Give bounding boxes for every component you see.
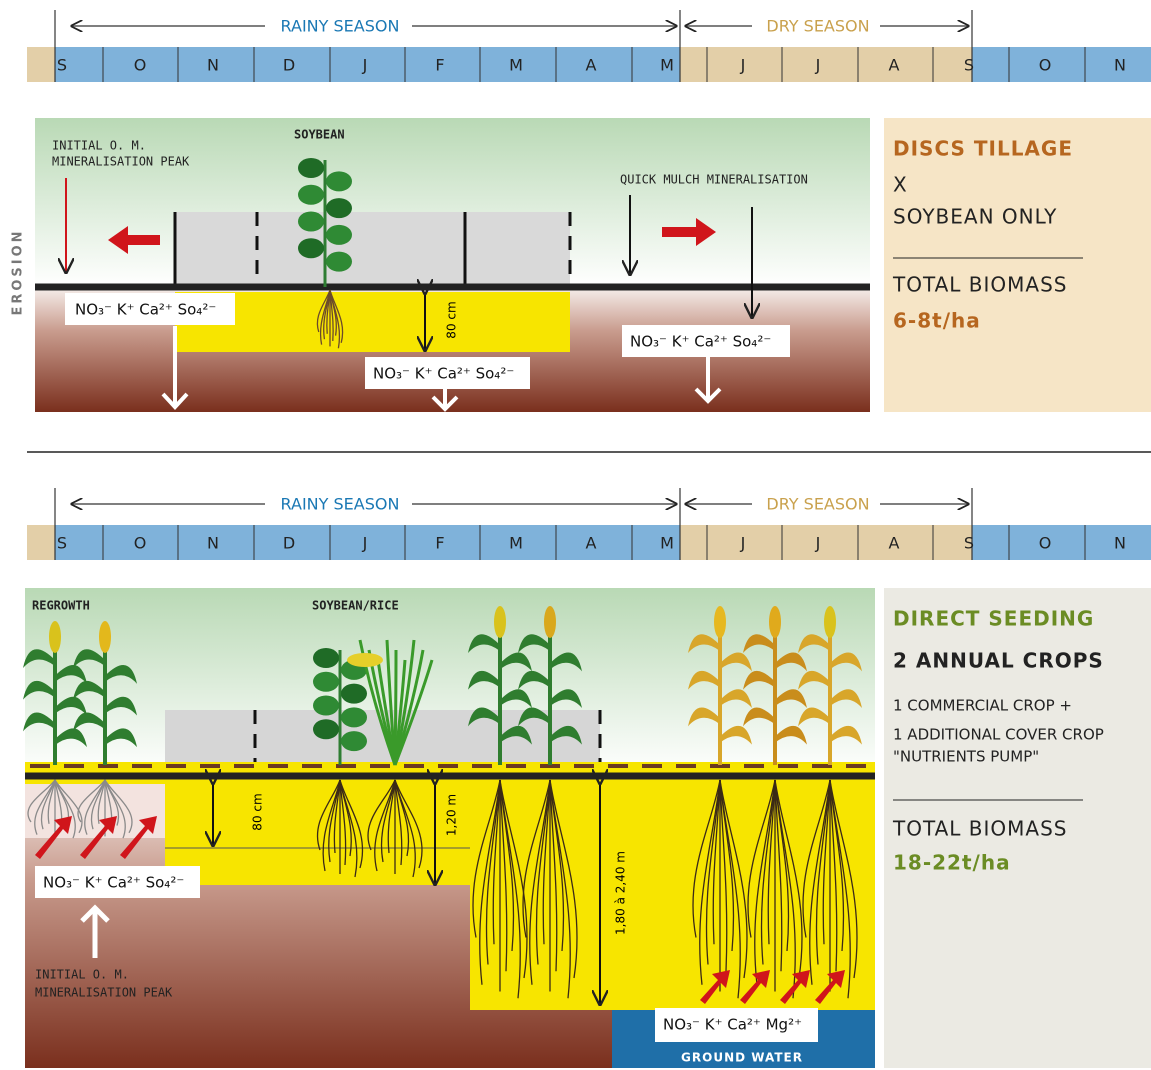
side-line: SOYBEAN ONLY <box>893 205 1057 229</box>
leaf <box>341 684 367 704</box>
ear <box>769 606 781 638</box>
month-label: A <box>586 534 597 553</box>
month-label: J <box>362 56 368 75</box>
nutrients: NO₃⁻ K⁺ Ca²⁺ So₄²⁻ <box>373 365 514 383</box>
leaf <box>341 731 367 751</box>
month-label: A <box>586 56 597 75</box>
leaf <box>326 252 352 272</box>
month-label: D <box>283 56 295 75</box>
month-bar <box>27 47 55 82</box>
season-label: RAINY SEASON <box>281 495 400 514</box>
nutrients: NO₃⁻ K⁺ Ca²⁺ So₄²⁻ <box>75 301 216 319</box>
side-subtitle: 2 ANNUAL CROPS <box>893 649 1104 673</box>
ear <box>824 606 836 638</box>
ear <box>49 621 61 653</box>
regrowth-label: REGROWTH <box>32 599 90 613</box>
crop-label: SOYBEAN/RICE <box>312 599 399 613</box>
ground-water-label: GROUND WATER <box>681 1051 803 1065</box>
month-bar <box>680 525 972 560</box>
leaf <box>298 212 324 232</box>
side-box <box>884 118 1151 412</box>
month-label: S <box>964 56 974 75</box>
biomass-value: 6-8t/ha <box>893 309 981 333</box>
month-label: J <box>815 56 821 75</box>
month-label: N <box>207 534 219 553</box>
month-bar <box>680 47 972 82</box>
leaf <box>313 672 339 692</box>
leaf <box>298 185 324 205</box>
depth-label: 1,80 à 2,40 m <box>614 851 628 935</box>
biomass-label: TOTAL BIOMASS <box>892 273 1068 297</box>
side-line: "NUTRIENTS PUMP" <box>893 748 1039 766</box>
side-line: 1 ADDITIONAL COVER CROP <box>893 726 1104 744</box>
month-label: N <box>207 56 219 75</box>
leaf <box>298 238 324 258</box>
depth-label: 80 cm <box>445 301 459 338</box>
month-label: J <box>815 534 821 553</box>
mulch-box <box>175 212 570 287</box>
month-label: A <box>889 56 900 75</box>
ear <box>714 606 726 638</box>
month-label: M <box>660 56 674 75</box>
month-label: F <box>435 56 444 75</box>
leaf <box>313 648 339 668</box>
month-label: A <box>889 534 900 553</box>
rice-panicle <box>347 653 383 667</box>
depth-label: 1,20 m <box>445 794 459 836</box>
leaf <box>326 171 352 191</box>
month-label: O <box>1039 534 1052 553</box>
month-label: S <box>57 56 67 75</box>
crop-label: SOYBEAN <box>294 128 345 142</box>
leaf <box>326 198 352 218</box>
peak-label: INITIAL O. M. <box>35 968 129 982</box>
month-label: M <box>509 534 523 553</box>
month-label: O <box>1039 56 1052 75</box>
side-line: X <box>893 173 908 197</box>
leaf <box>326 225 352 245</box>
month-label: O <box>134 534 147 553</box>
peak-label: INITIAL O. M. <box>52 139 146 153</box>
month-label: S <box>57 534 67 553</box>
month-label: N <box>1114 534 1126 553</box>
month-label: J <box>740 534 746 553</box>
month-label: F <box>435 534 444 553</box>
side-title: DIRECT SEEDING <box>893 607 1094 631</box>
nutrients: NO₃⁻ K⁺ Ca²⁺ So₄²⁻ <box>630 333 771 351</box>
page: {"panels":[ {"timeline":{"rainy":"RAINY … <box>0 0 1151 1070</box>
peak-label: MINERALISATION PEAK <box>52 155 190 169</box>
ear <box>544 606 556 638</box>
depth-label: 80 cm <box>251 793 265 830</box>
leaf <box>313 719 339 739</box>
ear <box>99 621 111 653</box>
month-label: N <box>1114 56 1126 75</box>
side-line: 1 COMMERCIAL CROP + <box>893 697 1072 715</box>
mulch-label: QUICK MULCH MINERALISATION <box>620 173 808 187</box>
month-bar <box>27 525 55 560</box>
side-title: DISCS TILLAGE <box>893 137 1073 161</box>
nutrients: NO₃⁻ K⁺ Ca²⁺ Mg²⁺ <box>663 1016 802 1034</box>
month-label: M <box>660 534 674 553</box>
month-label: D <box>283 534 295 553</box>
ear <box>494 606 506 638</box>
month-label: J <box>362 534 368 553</box>
month-label: S <box>964 534 974 553</box>
panel-2: GROUND WATER 80 cm 1,20 m 1,80 à 2,40 m … <box>23 588 1151 1068</box>
peak-label: MINERALISATION PEAK <box>35 986 173 1000</box>
leaf <box>298 158 324 178</box>
panel-1: NO₃⁻ K⁺ Ca²⁺ So₄²⁻ NO₃⁻ K⁺ Ca²⁺ So₄²⁻ NO… <box>11 118 1151 412</box>
season-label: DRY SEASON <box>766 17 869 36</box>
leaf <box>341 707 367 727</box>
erosion-label: EROSION <box>11 228 26 315</box>
nutrients: NO₃⁻ K⁺ Ca²⁺ So₄²⁻ <box>43 874 184 892</box>
month-label: J <box>740 56 746 75</box>
diagram: NO₃⁻ K⁺ Ca²⁺ So₄²⁻ NO₃⁻ K⁺ Ca²⁺ So₄²⁻ NO… <box>0 0 1151 1070</box>
biomass-label: TOTAL BIOMASS <box>892 817 1068 841</box>
season-label: RAINY SEASON <box>281 17 400 36</box>
month-label: M <box>509 56 523 75</box>
season-label: DRY SEASON <box>766 495 869 514</box>
month-label: O <box>134 56 147 75</box>
biomass-value: 18-22t/ha <box>893 851 1011 875</box>
leaf <box>313 696 339 716</box>
